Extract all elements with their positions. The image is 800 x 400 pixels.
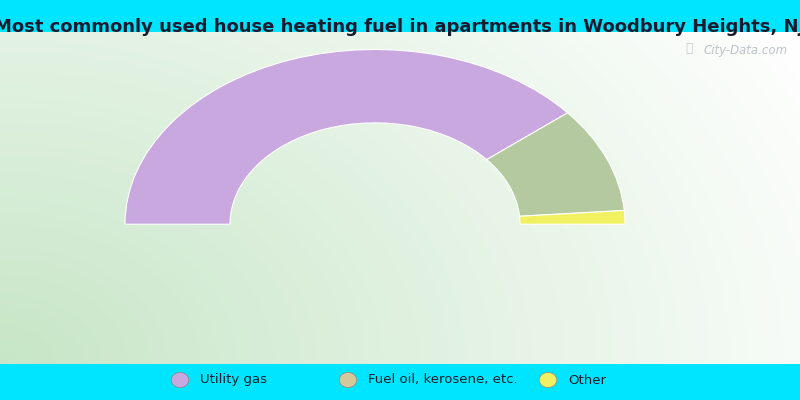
Text: Utility gas: Utility gas (200, 374, 267, 386)
Text: Most commonly used house heating fuel in apartments in Woodbury Heights, NJ: Most commonly used house heating fuel in… (0, 18, 800, 36)
Ellipse shape (339, 372, 357, 388)
Text: ⦿: ⦿ (685, 42, 693, 55)
Text: City-Data.com: City-Data.com (703, 44, 787, 57)
Wedge shape (125, 50, 568, 224)
Text: Fuel oil, kerosene, etc.: Fuel oil, kerosene, etc. (368, 374, 518, 386)
Wedge shape (486, 113, 624, 216)
Text: Other: Other (568, 374, 606, 386)
Wedge shape (519, 210, 625, 224)
Ellipse shape (539, 372, 557, 388)
Ellipse shape (171, 372, 189, 388)
